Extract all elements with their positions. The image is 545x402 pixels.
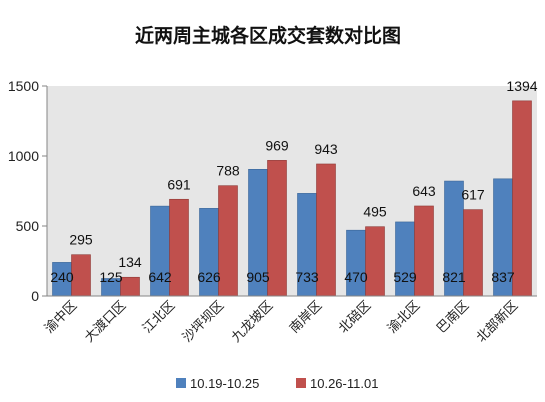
bar-series2 — [316, 163, 336, 297]
x-tick-label: 江北区 — [140, 298, 178, 336]
bar-series2 — [71, 254, 91, 297]
data-label-series1: 240 — [50, 269, 74, 285]
y-tick-label: 1500 — [8, 78, 39, 94]
y-tick-label: 0 — [31, 288, 39, 304]
x-tick-label: 沙坪坝区 — [180, 298, 227, 345]
bar-series2 — [414, 205, 434, 297]
data-label-series1: 470 — [344, 269, 368, 285]
x-tick-label: 渝中区 — [41, 298, 80, 337]
data-label-series2: 495 — [363, 204, 387, 220]
bar-series2 — [512, 100, 532, 297]
bar-series2 — [120, 276, 140, 297]
data-label-series2: 691 — [167, 176, 191, 192]
legend: 10.19-10.25 10.26-11.01 — [176, 376, 378, 391]
y-tick-label: 500 — [16, 218, 40, 234]
data-label-series2: 617 — [461, 187, 485, 203]
x-tick-label: 巴南区 — [433, 298, 472, 337]
chart-title: 近两周主城各区成交套数对比图 — [135, 24, 401, 47]
x-axis: 渝中区 大渡口区 江北区 沙坪坝区 九龙坡区 南岸区 北碚区 渝北区 巴南区 北部新区 — [41, 295, 537, 346]
bar-series2 — [463, 209, 483, 297]
data-label-series1: 626 — [197, 269, 221, 285]
data-label-series1: 821 — [442, 269, 466, 285]
data-label-series2: 134 — [118, 254, 142, 270]
data-label-series2: 295 — [69, 232, 93, 248]
y-axis: 0 500 1000 1500 — [8, 78, 48, 304]
data-label-series1: 529 — [393, 269, 417, 285]
x-tick-label: 渝北区 — [384, 298, 423, 337]
bar-series2 — [218, 185, 238, 297]
bar-series2 — [267, 160, 287, 297]
x-tick-label: 北碚区 — [336, 298, 374, 336]
data-label-series1: 733 — [295, 269, 319, 285]
data-label-series2: 1394 — [506, 78, 537, 94]
data-label-series2: 643 — [412, 183, 436, 199]
data-label-series2: 943 — [314, 141, 338, 157]
legend-swatch-series2 — [296, 378, 306, 388]
legend-label-series2: 10.26-11.01 — [310, 376, 378, 391]
x-tick-label: 北部新区 — [473, 298, 521, 346]
data-label-series1: 837 — [491, 269, 515, 285]
data-label-series2: 788 — [216, 163, 240, 179]
data-label-series2: 969 — [265, 137, 289, 153]
x-tick-label: 大渡口区 — [81, 298, 129, 346]
y-tick-label: 1000 — [8, 148, 39, 164]
bar-series1 — [346, 229, 366, 297]
legend-label-series1: 10.19-10.25 — [190, 376, 259, 391]
data-label-series1: 125 — [99, 269, 123, 285]
data-label-series1: 905 — [246, 269, 270, 285]
legend-swatch-series1 — [176, 378, 186, 388]
x-tick-label: 南岸区 — [286, 298, 325, 337]
data-label-series1: 642 — [148, 269, 172, 285]
x-tick-label: 九龙坡区 — [229, 298, 276, 345]
bar-series2 — [169, 198, 189, 297]
bar-series2 — [365, 226, 385, 297]
